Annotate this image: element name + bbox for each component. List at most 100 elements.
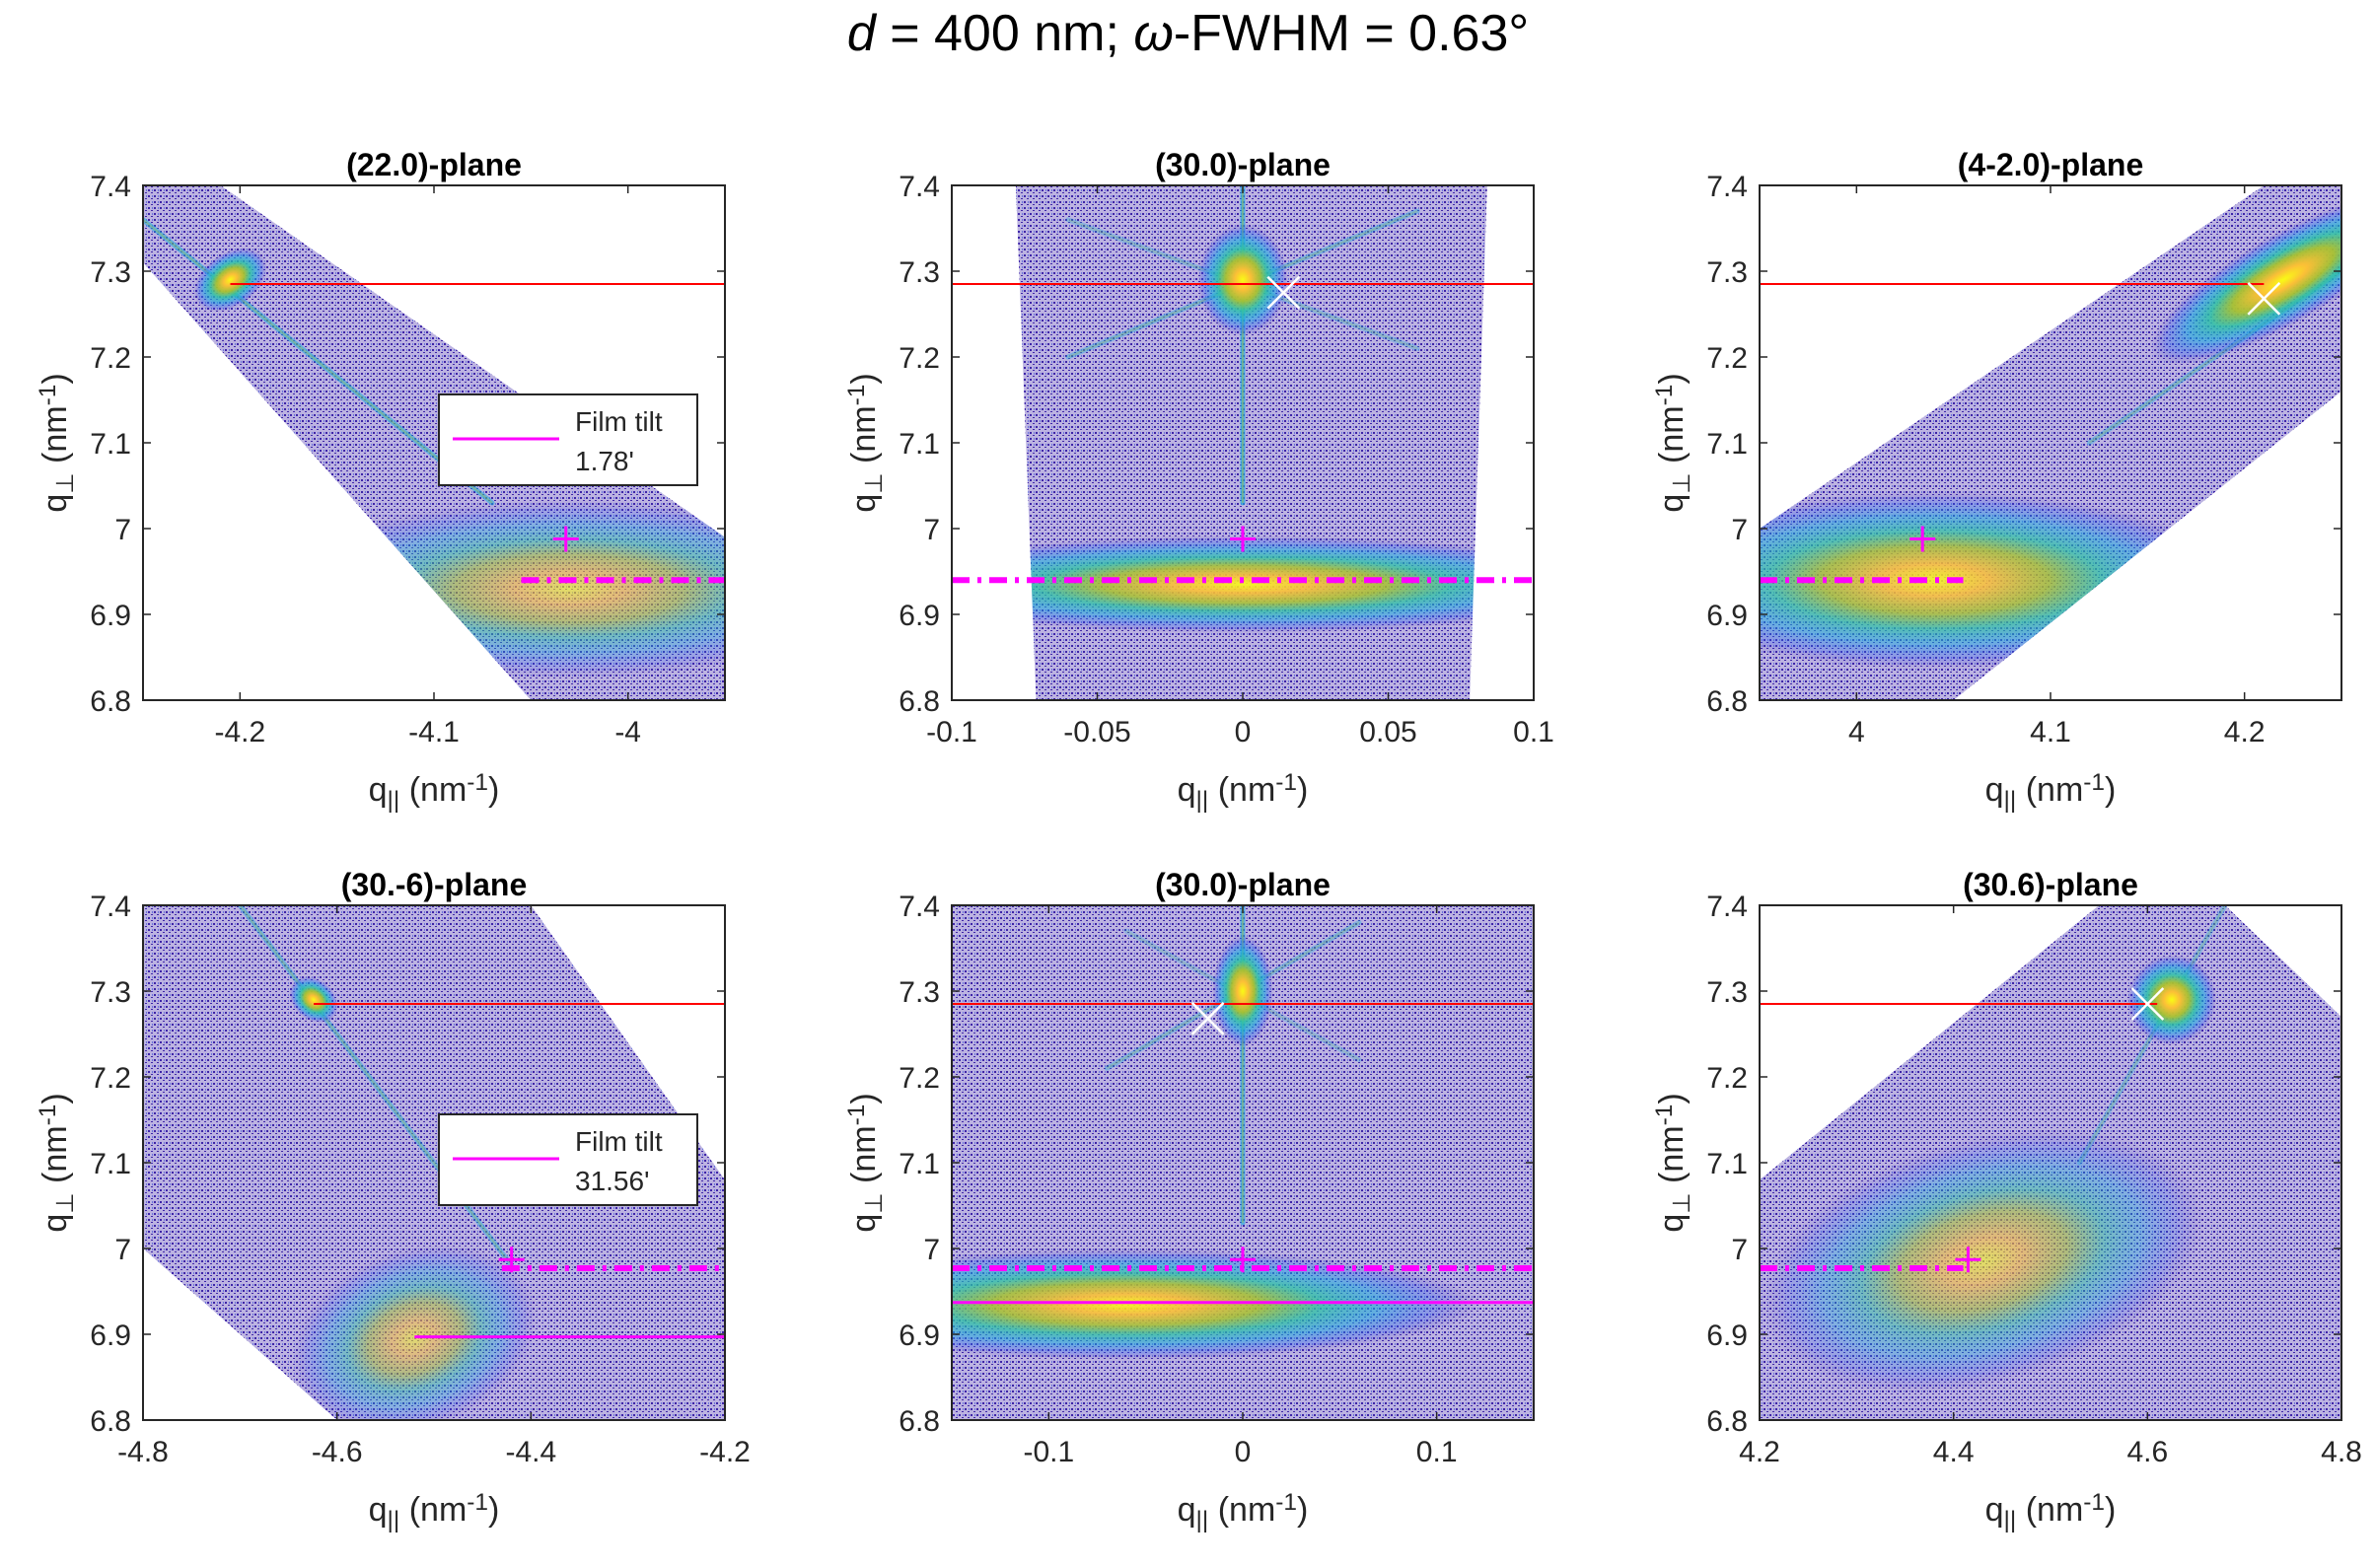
film-peak-plus-marker <box>1909 526 1936 552</box>
y-tick-label: 7.3 <box>1706 976 1748 1009</box>
y-tick-label: 7.4 <box>1706 171 1748 203</box>
x-tick-label: 4.2 <box>2224 716 2266 748</box>
y-tick-label: 6.9 <box>1706 600 1748 632</box>
y-tick-label: 7.1 <box>899 1148 940 1180</box>
film-peak <box>1760 490 2237 670</box>
x-tick-label: 4 <box>1848 716 1865 748</box>
y-tick-label: 7.1 <box>899 428 940 461</box>
y-tick-label: 7.2 <box>1706 1062 1748 1095</box>
film-peak <box>292 1244 538 1420</box>
panel-title: (22.0)-plane <box>346 147 522 182</box>
legend-entry-label: Film tilt <box>575 406 663 437</box>
y-axis-label: q⊥ (nm-1) <box>35 373 79 512</box>
calculated-peak-x-marker <box>1266 275 1301 310</box>
film-peak <box>1015 535 1487 634</box>
x-axis-label: q|| (nm-1) <box>369 1489 500 1533</box>
y-tick-label: 7 <box>923 1234 940 1266</box>
panel-title: (30.-6)-plane <box>341 867 527 902</box>
y-tick-label: 7.3 <box>1706 256 1748 289</box>
x-tick-label: 0.1 <box>1416 1436 1458 1468</box>
film-peak <box>1761 1128 2204 1394</box>
film-peak-plus-marker <box>1230 1247 1256 1273</box>
y-tick-label: 6.9 <box>899 600 940 632</box>
rsm-panel-4: -4.8 -4.6 -4.4 -4.2 6.8 6.9 7 7.1 7.2 7.3 7.4 (30.-… <box>35 867 751 1533</box>
x-axis-label: q|| (nm-1) <box>1178 769 1309 814</box>
x-tick-label: -4.4 <box>505 1436 556 1468</box>
y-tick-label: 7 <box>114 1234 131 1266</box>
x-tick-label: 0.1 <box>1513 716 1554 748</box>
y-tick-label: 6.9 <box>899 1319 940 1352</box>
y-tick-label: 7.4 <box>90 891 131 923</box>
calculated-peak-x-marker <box>2130 987 2165 1021</box>
x-tick-label: 4.4 <box>1933 1436 1975 1468</box>
y-tick-label: 6.8 <box>1706 1405 1748 1438</box>
panel-title: (30.0)-plane <box>1155 867 1331 902</box>
figure-title: d = 400 nm; ω-FWHM = 0.63° <box>0 4 2376 63</box>
y-axis-label: q⊥ (nm-1) <box>35 1093 79 1232</box>
y-tick-label: 7.1 <box>90 1148 131 1180</box>
panel-title: (30.0)-plane <box>1155 147 1331 182</box>
x-tick-label: -4.1 <box>408 716 460 748</box>
rsm-panel-1: -4.2 -4.1 -4 6.8 6.9 7 7.1 7.2 7.3 7.4 (22.0)-plan… <box>35 147 726 814</box>
y-tick-label: 7.2 <box>1706 342 1748 375</box>
y-tick-label: 7.3 <box>90 976 131 1009</box>
x-tick-label: 0 <box>1235 716 1252 748</box>
y-tick-label: 7.1 <box>1706 428 1748 461</box>
x-tick-label: 4.2 <box>1739 1436 1780 1468</box>
x-axis-label: q|| (nm-1) <box>1985 769 2117 814</box>
x-tick-label: -4 <box>614 716 641 748</box>
title-omega-symbol: ω <box>1133 5 1174 62</box>
rsm-panel-5: -0.1 0 0.1 6.8 6.9 7 7.1 7.2 7.3 7.4 (30.0)-plane q… <box>843 867 1535 1533</box>
x-tick-label: -4.8 <box>117 1436 169 1468</box>
rsm-panel-2: -0.1 -0.05 0 0.05 0.1 6.8 6.9 7 7.1 7.2 7.3 7.4 (30.… <box>843 147 1554 814</box>
substrate-peak <box>1196 224 1289 336</box>
x-tick-label: -4.2 <box>699 1436 751 1468</box>
y-tick-label: 6.8 <box>899 685 940 718</box>
y-tick-label: 6.8 <box>90 685 131 718</box>
x-tick-label: -4.2 <box>214 716 265 748</box>
y-tick-label: 7 <box>923 514 940 546</box>
x-tick-label: 4.6 <box>2126 1436 2168 1468</box>
y-tick-label: 6.9 <box>90 1319 131 1352</box>
y-tick-label: 7 <box>114 514 131 546</box>
y-tick-label: 7.1 <box>90 428 131 461</box>
y-axis-label: q⊥ (nm-1) <box>1651 373 1695 512</box>
legend-film-tilt-value: 1.78' <box>575 446 634 476</box>
title-suffix: -FWHM = 0.63° <box>1173 5 1530 62</box>
y-tick-label: 6.9 <box>1706 1319 1748 1352</box>
y-tick-label: 7.4 <box>90 171 131 203</box>
y-tick-label: 7.3 <box>90 256 131 289</box>
x-tick-label: 0 <box>1235 1436 1252 1468</box>
film-peak-plus-marker <box>1230 526 1256 552</box>
y-tick-label: 7.1 <box>1706 1148 1748 1180</box>
x-axis-label: q|| (nm-1) <box>1178 1489 1309 1533</box>
calculated-peak-x-marker <box>2247 281 2281 316</box>
y-axis-label: q⊥ (nm-1) <box>843 373 888 512</box>
heatmap-area <box>952 905 1534 1420</box>
x-tick-label: -0.1 <box>1023 1436 1074 1468</box>
x-axis-label: q|| (nm-1) <box>369 769 500 814</box>
legend-box: Film tilt 31.56' <box>438 1113 698 1206</box>
y-tick-label: 7 <box>1731 1234 1748 1266</box>
legend-box: Film tilt 1.78' <box>438 393 698 486</box>
legend-entry-label: Film tilt <box>575 1126 663 1157</box>
heatmap-area <box>1015 185 1487 700</box>
film-peak <box>952 1248 1479 1361</box>
x-tick-label: -4.6 <box>312 1436 363 1468</box>
substrate-peak <box>289 976 338 1024</box>
y-tick-label: 7.3 <box>899 256 940 289</box>
substrate-peak <box>2150 194 2341 365</box>
x-tick-label: 4.8 <box>2321 1436 2362 1468</box>
substrate-peak <box>1212 935 1273 1047</box>
x-tick-label: 0.05 <box>1359 716 1416 748</box>
film-peak-plus-marker <box>1955 1247 1981 1273</box>
film-peak <box>266 499 725 678</box>
x-axis-label: q|| (nm-1) <box>1985 1489 2117 1533</box>
x-tick-label: 4.1 <box>2030 716 2071 748</box>
panel-title: (4-2.0)-plane <box>1958 147 2143 182</box>
y-tick-label: 6.8 <box>90 1405 131 1438</box>
film-peak-plus-marker <box>498 1247 525 1273</box>
y-tick-label: 7.2 <box>899 342 940 375</box>
y-tick-label: 7.3 <box>899 976 940 1009</box>
